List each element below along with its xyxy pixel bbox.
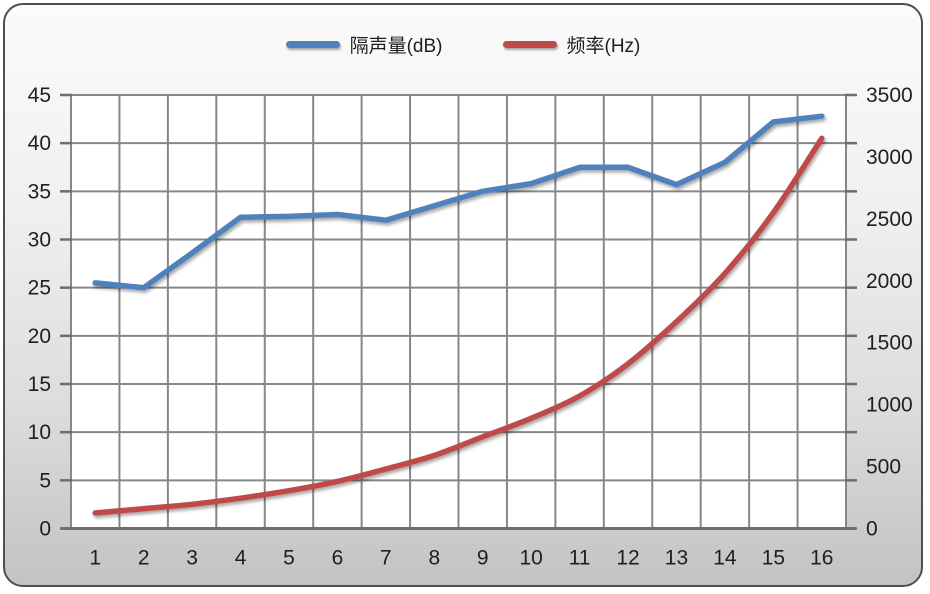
svg-text:8: 8 <box>428 547 440 570</box>
svg-text:2: 2 <box>138 547 150 570</box>
svg-text:3000: 3000 <box>866 146 913 169</box>
svg-text:500: 500 <box>866 456 901 479</box>
svg-text:4: 4 <box>235 547 247 570</box>
y-axis-right-labels: 0 500 1000 1500 2000 2500 3000 3500 <box>866 84 913 541</box>
svg-text:15: 15 <box>28 373 51 396</box>
svg-text:5: 5 <box>283 547 295 570</box>
y-axis-left-labels: 0 5 10 15 20 25 30 35 40 45 <box>28 84 51 541</box>
legend-swatch-insulation-line <box>285 41 340 48</box>
svg-text:45: 45 <box>28 84 51 107</box>
svg-text:2000: 2000 <box>866 270 913 293</box>
legend: 隔声量(dB) 频率(Hz) <box>5 31 921 58</box>
legend-label-insulation: 隔声量(dB) <box>349 36 443 57</box>
svg-text:6: 6 <box>332 547 344 570</box>
svg-text:13: 13 <box>665 547 688 570</box>
svg-text:30: 30 <box>28 229 51 252</box>
svg-text:16: 16 <box>810 547 833 570</box>
svg-text:3500: 3500 <box>866 84 913 107</box>
legend-item-insulation: 隔声量(dB) <box>285 31 443 58</box>
axis-ticks <box>60 93 857 530</box>
svg-text:0: 0 <box>39 518 51 541</box>
svg-text:35: 35 <box>28 180 51 203</box>
svg-text:2500: 2500 <box>866 208 913 231</box>
svg-text:5: 5 <box>39 469 51 492</box>
svg-text:40: 40 <box>28 132 51 155</box>
svg-text:1: 1 <box>89 547 101 570</box>
legend-swatch-frequency-line <box>502 41 557 48</box>
svg-text:12: 12 <box>616 547 639 570</box>
svg-text:14: 14 <box>713 547 737 570</box>
legend-label-frequency: 频率(Hz) <box>566 36 641 57</box>
svg-text:1500: 1500 <box>866 332 913 355</box>
svg-text:9: 9 <box>477 547 489 570</box>
svg-text:25: 25 <box>28 277 51 300</box>
series-line-frequency <box>92 135 825 516</box>
svg-text:11: 11 <box>569 547 591 570</box>
svg-text:1000: 1000 <box>866 394 913 417</box>
svg-text:3: 3 <box>186 547 198 570</box>
svg-text:10: 10 <box>28 421 51 444</box>
series-line-insulation <box>92 113 825 291</box>
svg-text:20: 20 <box>28 325 51 348</box>
svg-text:10: 10 <box>519 547 542 570</box>
svg-text:15: 15 <box>762 547 785 570</box>
legend-item-frequency: 频率(Hz) <box>502 31 641 58</box>
svg-text:7: 7 <box>380 547 392 570</box>
svg-text:0: 0 <box>866 518 878 541</box>
x-axis-labels: 1 2 3 4 5 6 7 8 9 10 11 12 13 14 15 16 <box>89 547 833 570</box>
